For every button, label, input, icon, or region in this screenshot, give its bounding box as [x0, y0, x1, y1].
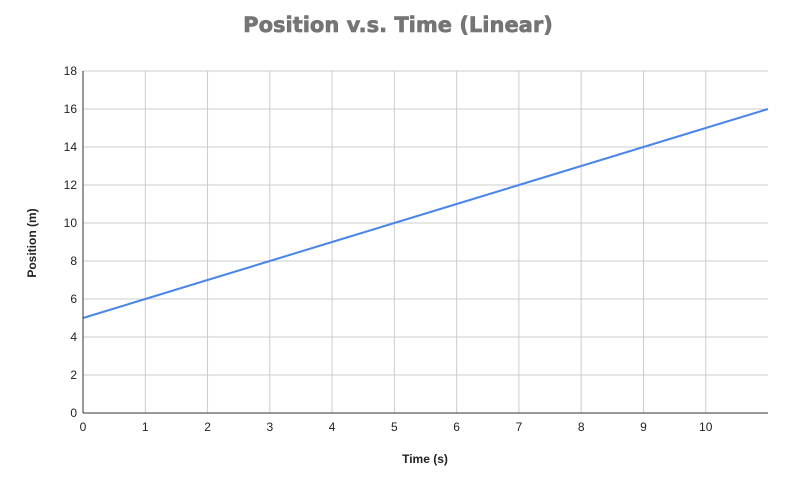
x-tick-label: 9: [640, 420, 647, 434]
x-axis-title: Time (s): [402, 452, 448, 466]
y-tick-label: 12: [64, 178, 78, 192]
chart-title: Position v.s. Time (Linear): [243, 13, 553, 37]
x-tick-label: 10: [699, 420, 713, 434]
x-tick-label: 8: [578, 420, 585, 434]
y-tick-label: 18: [64, 64, 78, 78]
x-tick-label: 3: [266, 420, 273, 434]
y-tick-label: 0: [70, 406, 77, 420]
y-tick-label: 8: [70, 254, 77, 268]
grid: [83, 70, 768, 413]
axes: [82, 71, 768, 414]
y-axis-title: Position (m): [25, 208, 39, 277]
x-tick-label: 7: [516, 420, 523, 434]
x-tick-label: 4: [329, 420, 336, 434]
y-tick-label: 4: [70, 330, 77, 344]
x-tick-label: 1: [142, 420, 149, 434]
series-line: [82, 108, 769, 319]
x-tick-label: 6: [453, 420, 460, 434]
y-tick-label: 14: [64, 140, 78, 154]
x-tick-label: 5: [391, 420, 398, 434]
series-layer: [82, 108, 769, 319]
x-tick-label: 2: [204, 420, 211, 434]
x-tick-label: 0: [80, 420, 87, 434]
y-tick-label: 6: [70, 292, 77, 306]
y-tick-label: 10: [64, 216, 78, 230]
y-tick-label: 2: [70, 368, 77, 382]
y-tick-label: 16: [64, 102, 78, 116]
